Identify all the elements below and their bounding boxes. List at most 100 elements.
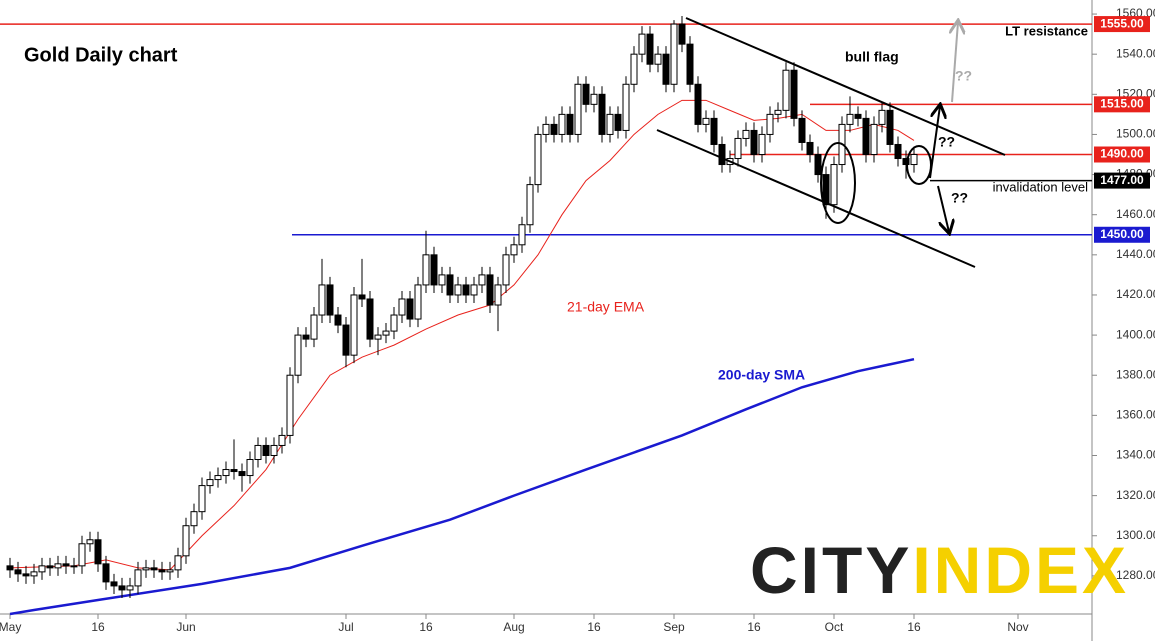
candle-body bbox=[846, 113, 854, 125]
candle-body bbox=[646, 33, 654, 65]
x-tick-label: Aug bbox=[503, 620, 524, 634]
x-tick-label: 16 bbox=[747, 620, 761, 634]
level-box bbox=[1094, 146, 1150, 163]
lower-trendline bbox=[656, 129, 976, 268]
y-tick-label: 1280.00 bbox=[1116, 568, 1155, 582]
candle-body bbox=[790, 69, 798, 119]
candle-body bbox=[414, 284, 422, 320]
candle-body bbox=[798, 117, 806, 143]
candle-body bbox=[886, 109, 894, 145]
candle-body bbox=[278, 434, 286, 446]
candle-body bbox=[582, 83, 590, 105]
candle-body bbox=[694, 83, 702, 125]
upper-trendline bbox=[685, 17, 1006, 156]
candle-body bbox=[206, 479, 214, 487]
candle-body bbox=[806, 141, 814, 156]
candle-body bbox=[22, 573, 30, 577]
candle-body bbox=[614, 113, 622, 131]
candle-body bbox=[150, 567, 158, 571]
candle-body bbox=[534, 133, 542, 186]
annotation: ?? bbox=[951, 190, 968, 206]
candle-body bbox=[598, 93, 606, 135]
x-tick-label: 16 bbox=[419, 620, 433, 634]
candle-body bbox=[454, 284, 462, 296]
candle-body bbox=[902, 158, 910, 166]
level-label: 1450.00 bbox=[1100, 227, 1144, 241]
candle-body bbox=[526, 184, 534, 226]
candle-body bbox=[342, 324, 350, 356]
plot-area: 1280.00 1300.00 1320.00 1340.00 1360.00 1380.… bbox=[0, 6, 1155, 634]
candle-body bbox=[510, 244, 518, 256]
candle-body bbox=[310, 314, 318, 340]
y-tick-label: 1540.00 bbox=[1116, 46, 1155, 60]
level-box bbox=[1094, 96, 1150, 113]
candle-body bbox=[118, 585, 126, 591]
candle-body bbox=[446, 274, 454, 296]
candle-body bbox=[302, 334, 310, 340]
x-tick-label: May bbox=[0, 620, 21, 634]
candle-body bbox=[54, 563, 62, 569]
annotation: ?? bbox=[938, 134, 955, 150]
level-label: 1515.00 bbox=[1100, 97, 1144, 111]
candle-body bbox=[502, 254, 510, 286]
candle-body bbox=[878, 109, 886, 125]
x-tick-label: Jul bbox=[338, 620, 353, 634]
annotation: invalidation level bbox=[993, 179, 1089, 194]
candle-body bbox=[86, 539, 94, 545]
candle-body bbox=[166, 569, 174, 573]
candle-body bbox=[142, 567, 150, 571]
y-tick-label: 1460.00 bbox=[1116, 207, 1155, 221]
arrow-target bbox=[952, 22, 958, 103]
candle-body bbox=[190, 511, 198, 527]
candle-body bbox=[382, 330, 390, 336]
candle-body bbox=[326, 284, 334, 316]
series-label: 200-day SMA bbox=[718, 367, 805, 383]
y-tick-label: 1360.00 bbox=[1116, 408, 1155, 422]
candle-body bbox=[718, 143, 726, 166]
x-tick-label: 16 bbox=[907, 620, 921, 634]
annotation: LT resistance bbox=[1005, 23, 1088, 38]
candle-body bbox=[262, 444, 270, 456]
candle-body bbox=[222, 469, 230, 477]
candle-body bbox=[270, 444, 278, 456]
level-label: 1477.00 bbox=[1100, 173, 1144, 187]
level-label: 1490.00 bbox=[1100, 147, 1144, 161]
candle-body bbox=[742, 129, 750, 139]
candle-body bbox=[566, 113, 574, 135]
x-tick-label: Oct bbox=[825, 620, 844, 634]
x-tick-label: 16 bbox=[587, 620, 601, 634]
candle-body bbox=[390, 314, 398, 332]
candle-body bbox=[406, 298, 414, 320]
candle-body bbox=[550, 123, 558, 135]
candle-body bbox=[638, 33, 646, 55]
candle-body bbox=[134, 569, 142, 587]
candle-body bbox=[750, 129, 758, 156]
candle-body bbox=[6, 565, 14, 571]
level-label: 1555.00 bbox=[1100, 16, 1144, 30]
candle-body bbox=[350, 294, 358, 356]
candle-body bbox=[238, 471, 246, 477]
candle-body bbox=[366, 298, 374, 340]
chart-title: Gold Daily chart bbox=[24, 44, 178, 66]
candle-body bbox=[814, 154, 822, 176]
candle-body bbox=[662, 53, 670, 85]
candle-body bbox=[558, 113, 566, 135]
candle-body bbox=[678, 23, 686, 45]
candle-body bbox=[14, 569, 22, 575]
candle-body bbox=[214, 475, 222, 481]
candle-body bbox=[702, 117, 710, 125]
candle-body bbox=[574, 83, 582, 135]
x-tick-label: Nov bbox=[1007, 620, 1028, 634]
highlight-ellipse bbox=[820, 142, 856, 224]
candle-body bbox=[542, 123, 550, 135]
candle-body bbox=[622, 83, 630, 131]
candle-body bbox=[870, 123, 878, 156]
annotation: ?? bbox=[955, 68, 972, 84]
x-tick-label: Sep bbox=[663, 620, 685, 634]
candle-body bbox=[30, 571, 38, 577]
level-box bbox=[1094, 226, 1150, 243]
candle-body bbox=[478, 274, 486, 286]
logo: CITYINDEX bbox=[750, 533, 1129, 607]
candle-body bbox=[334, 314, 342, 326]
logo-part: INDEX bbox=[912, 533, 1129, 607]
